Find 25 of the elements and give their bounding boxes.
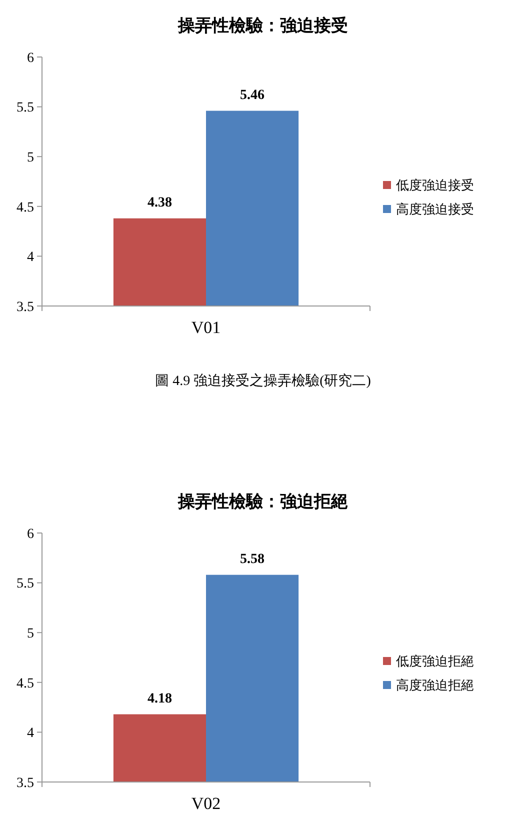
chart-title: 操弄性檢驗：強迫接受 xyxy=(177,16,348,35)
legend-label: 高度強迫接受 xyxy=(396,202,474,217)
y-tick-label: 5 xyxy=(27,626,34,642)
y-tick-label: 5.5 xyxy=(16,576,34,592)
data-label: 4.38 xyxy=(147,195,172,210)
y-tick-label: 4.5 xyxy=(16,676,34,692)
y-tick-label: 6 xyxy=(27,50,34,66)
chart-title: 操弄性檢驗：強迫拒絕 xyxy=(177,492,348,511)
y-tick-label: 6 xyxy=(27,526,34,542)
y-tick-label: 4 xyxy=(27,250,34,266)
legend-label: 高度強迫拒絕 xyxy=(396,678,474,693)
y-tick-label: 4 xyxy=(27,726,34,742)
caption: 圖 4.9 強迫接受之操弄檢驗(研究二) xyxy=(155,373,372,389)
y-tick-label: 3.5 xyxy=(16,776,34,791)
y-tick-label: 5 xyxy=(27,150,34,166)
y-tick-label: 4.5 xyxy=(16,200,34,216)
data-label: 5.46 xyxy=(240,88,265,103)
data-label: 5.58 xyxy=(240,552,265,567)
x-tick-label: V01 xyxy=(191,318,221,337)
y-tick-label: 5.5 xyxy=(16,100,34,116)
data-label: 4.18 xyxy=(147,691,172,706)
legend-label: 低度強迫拒絕 xyxy=(396,654,474,669)
y-tick-label: 3.5 xyxy=(16,300,34,315)
x-tick-label: V02 xyxy=(191,794,221,813)
legend-label: 低度強迫接受 xyxy=(396,178,474,193)
